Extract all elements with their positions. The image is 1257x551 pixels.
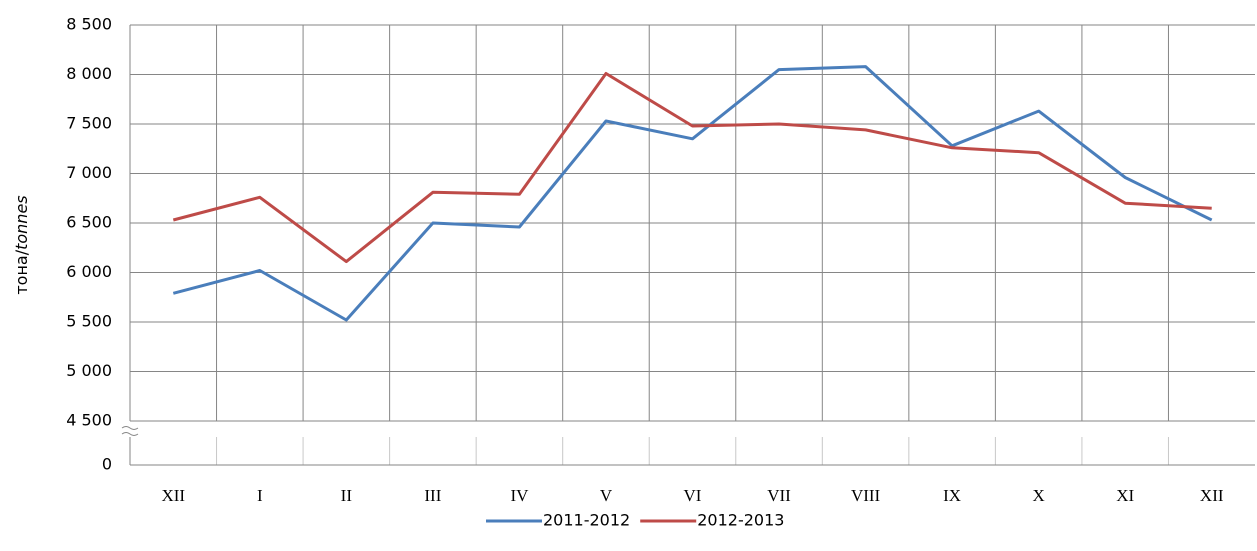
x-tick-label: VIII bbox=[851, 486, 881, 505]
y-tick-label: 6 000 bbox=[66, 262, 112, 281]
y-tick-label: 5 000 bbox=[66, 361, 112, 380]
y-tick-label: 8 000 bbox=[66, 64, 112, 83]
series-line bbox=[172, 72, 1212, 264]
axis-break bbox=[121, 426, 139, 436]
y-axis-label: тона/tonnes bbox=[12, 195, 31, 294]
x-tick-label: II bbox=[341, 486, 353, 505]
x-tick-label: IV bbox=[510, 486, 529, 505]
series-line bbox=[172, 65, 1213, 322]
x-tick-label: I bbox=[257, 486, 263, 505]
y-tick-label: 5 500 bbox=[66, 312, 112, 331]
y-tick-label: 7 000 bbox=[66, 163, 112, 182]
y-label-main: тона/ bbox=[12, 249, 31, 294]
legend-label: 2011-2012 bbox=[543, 511, 630, 530]
x-tick-label: III bbox=[424, 486, 441, 505]
x-tick-label: V bbox=[600, 486, 613, 505]
x-tick-label: IX bbox=[943, 486, 961, 505]
x-tick-label: VII bbox=[767, 486, 791, 505]
x-tick-label: XII bbox=[1200, 486, 1224, 505]
y-tick-label: 7 500 bbox=[66, 114, 112, 133]
y-tick-label: 0 bbox=[102, 455, 112, 474]
x-tick-label: XII bbox=[161, 486, 185, 505]
y-tick-label: 6 500 bbox=[66, 213, 112, 232]
x-tick-label: X bbox=[1033, 486, 1045, 505]
x-tick-label: XI bbox=[1116, 486, 1134, 505]
legend-label: 2012-2013 bbox=[697, 511, 784, 530]
y-label-italic: tonnes bbox=[12, 195, 31, 250]
y-tick-label: 8 500 bbox=[66, 15, 112, 34]
y-tick-label: 4 500 bbox=[66, 411, 112, 430]
x-tick-label: VI bbox=[684, 486, 702, 505]
